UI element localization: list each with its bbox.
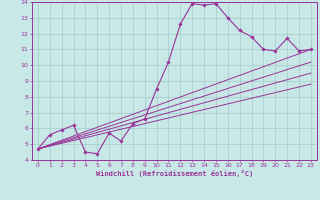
X-axis label: Windchill (Refroidissement éolien,°C): Windchill (Refroidissement éolien,°C) <box>96 170 253 177</box>
